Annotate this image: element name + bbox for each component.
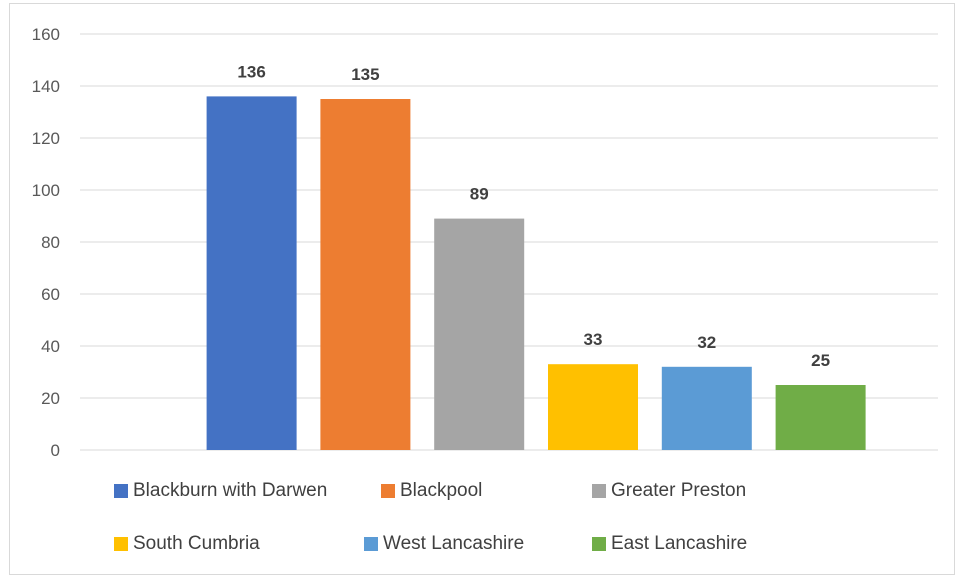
y-tick-label: 120 [32,129,60,148]
bar [434,218,525,450]
y-tick-label: 160 [32,25,60,44]
bars [206,96,866,451]
data-labels: 136 135 89 33 32 25 [237,62,830,370]
y-tick-label: 20 [41,389,60,408]
legend-label: West Lancashire [383,533,525,554]
bar [320,99,411,450]
legend-item: Blackpool [381,480,482,502]
legend-swatch [114,484,128,498]
bar [661,366,752,450]
y-tick-label: 100 [32,181,60,200]
y-tick-label: 60 [41,285,60,304]
legend-label: Blackpool [400,480,483,501]
data-label: 135 [351,65,379,84]
legend-swatch [592,484,606,498]
legend-item: South Cumbria [114,533,260,555]
data-label: 25 [811,351,830,370]
data-label: 33 [584,330,603,349]
legend-item: Blackburn with Darwen [114,480,327,502]
legend-label: East Lancashire [611,533,748,554]
bar [206,96,297,451]
bar [775,385,866,450]
y-axis-ticks: 0 20 40 60 80 100 120 140 160 [32,25,60,460]
data-label: 136 [237,62,265,81]
legend-label: South Cumbria [133,533,260,554]
legend-item: Greater Preston [592,480,746,502]
data-label: 89 [470,185,489,204]
legend-swatch [381,484,395,498]
legend-item: West Lancashire [364,533,524,555]
legend-label: Blackburn with Darwen [133,480,328,501]
bar [548,364,638,450]
legend-label: Greater Preston [611,480,747,501]
y-tick-label: 40 [41,337,60,356]
y-tick-label: 140 [32,77,60,96]
legend-swatch [364,537,378,551]
y-tick-label: 0 [51,441,60,460]
legend-swatch [114,537,128,551]
y-tick-label: 80 [41,233,60,252]
legend-swatch [592,537,606,551]
legend-item: East Lancashire [592,533,747,555]
data-label: 32 [697,333,716,352]
